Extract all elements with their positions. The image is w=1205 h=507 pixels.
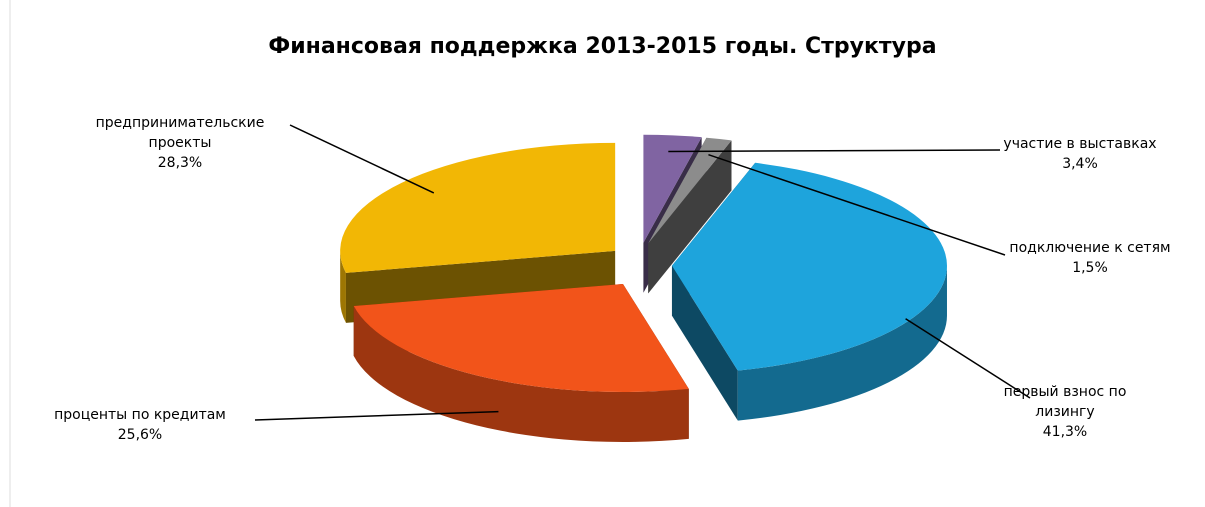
value-label: 28,3% (157, 155, 203, 171)
slice-wall (353, 306, 689, 442)
category-label: первый взнос по лизингу (1003, 384, 1127, 420)
slice-wall (340, 250, 346, 323)
data-label: первый взнос по лизингу 41,3% (990, 382, 1140, 442)
slice-top (648, 137, 732, 244)
value-label: 25,6% (117, 427, 163, 443)
value-label: 41,3% (1042, 424, 1088, 440)
chart-title: Финансовая поддержка 2013-2015 годы. Стр… (268, 34, 937, 59)
leader-line (254, 410, 499, 421)
value-label: 1,5% (1072, 260, 1108, 276)
slice-top (340, 142, 616, 273)
slice-top (643, 134, 702, 243)
leader-line (668, 149, 1001, 153)
category-label: подключение к сетям (1009, 240, 1171, 256)
slice-side (671, 265, 738, 421)
slice-top (671, 162, 947, 371)
category-label: предпринимательские проекты (95, 115, 265, 151)
data-label: проценты по кредитам 25,6% (25, 405, 255, 445)
category-label: участие в выставках (1003, 136, 1157, 152)
slice (648, 137, 732, 294)
leader-line (708, 153, 1006, 256)
slice-top (353, 283, 689, 392)
data-label: участие в выставках 3,4% (975, 134, 1185, 174)
data-label: подключение к сетям 1,5% (985, 238, 1195, 278)
slice (353, 283, 689, 442)
slice (671, 162, 947, 421)
slice-side (648, 140, 732, 294)
leader-line (905, 318, 1031, 399)
slice-wall (737, 265, 947, 421)
category-label: проценты по кредитам (54, 407, 226, 423)
value-label: 3,4% (1062, 156, 1098, 172)
leader-line (289, 124, 435, 194)
data-label: предпринимательские проекты 28,3% (95, 113, 265, 173)
